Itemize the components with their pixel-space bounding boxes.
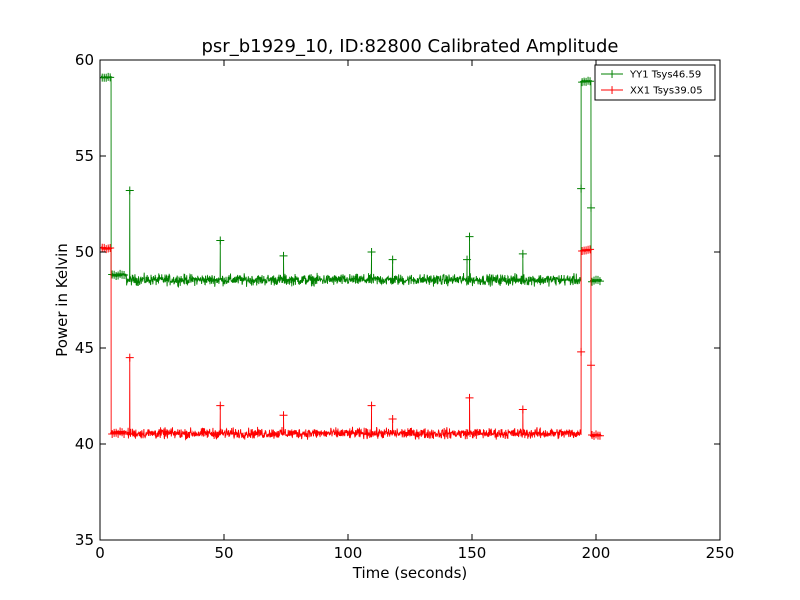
legend-marker-xx1: + — [607, 83, 617, 97]
series-layer — [100, 72, 604, 441]
y-tick-label: 40 — [75, 435, 94, 453]
spike-marker — [125, 353, 134, 362]
data-point-marker — [106, 243, 115, 252]
x-tick-label: 200 — [582, 544, 611, 562]
x-tick-label: 0 — [95, 544, 105, 562]
y-tick-label: 50 — [75, 243, 94, 261]
x-tick-label: 250 — [706, 544, 735, 562]
data-point-marker — [584, 76, 593, 85]
data-point-marker — [595, 277, 604, 286]
spike-marker — [587, 361, 596, 370]
y-axis: 35 40 45 50 55 60 — [75, 51, 720, 549]
y-tick-label: 60 — [75, 51, 94, 69]
spike-marker — [518, 405, 527, 414]
data-point-marker — [116, 269, 125, 278]
x-tick-label: 50 — [214, 544, 233, 562]
data-point-marker — [593, 275, 602, 284]
data-point-marker — [104, 244, 113, 253]
data-point-marker — [102, 245, 111, 254]
data-point-marker — [582, 246, 591, 255]
chart-title: psr_b1929_10, ID:82800 Calibrated Amplit… — [202, 36, 619, 57]
spike-marker — [463, 255, 472, 264]
y-axis-label: Power in Kelvin — [53, 243, 71, 357]
spike-marker — [388, 255, 397, 264]
data-point-marker — [586, 77, 595, 86]
data-point-marker — [588, 430, 597, 439]
spike-marker — [577, 347, 586, 356]
spike-marker — [216, 401, 225, 410]
data-point-marker — [120, 429, 129, 438]
data-point-marker — [588, 277, 597, 286]
spike-marker — [279, 251, 288, 260]
spike-marker — [518, 249, 527, 258]
legend-label-xx1: XX1 Tsys39.05 — [630, 86, 703, 97]
spike-marker — [388, 415, 397, 424]
x-tick-label: 150 — [458, 544, 487, 562]
legend-marker-yy1: + — [607, 67, 617, 81]
spike-marker — [587, 203, 596, 212]
series-line-1 — [100, 245, 602, 441]
spike-marker — [216, 236, 225, 245]
spike-marker — [367, 248, 376, 256]
y-tick-label: 35 — [75, 531, 94, 549]
data-point-marker — [582, 77, 591, 86]
spike-marker — [465, 393, 474, 402]
legend-box — [594, 64, 716, 101]
x-axis-label: Time (seconds) — [352, 564, 468, 582]
x-axis: 0 50 100 150 200 250 — [95, 60, 734, 562]
data-point-marker — [120, 271, 129, 280]
data-point-marker — [118, 428, 127, 437]
series-markers-1 — [100, 243, 604, 440]
legend-label-yy1: YY1 Tsys46.59 — [629, 70, 701, 81]
spike-marker — [465, 232, 474, 241]
series-line-0 — [100, 75, 602, 288]
series-markers-0 — [100, 72, 604, 286]
plot-area-frame — [99, 59, 721, 541]
y-tick-label: 45 — [75, 339, 94, 357]
spike-marker — [125, 186, 134, 195]
legend: + YY1 Tsys46.59 + XX1 Tsys39.05 — [594, 64, 716, 101]
data-point-marker — [106, 73, 115, 82]
x-tick-label: 100 — [334, 544, 363, 562]
data-point-marker — [595, 431, 604, 440]
data-point-marker — [586, 245, 595, 254]
spike-marker — [577, 184, 586, 193]
data-point-marker — [592, 430, 600, 439]
spike-marker — [367, 401, 376, 410]
spike-marker — [279, 411, 288, 420]
y-tick-label: 55 — [75, 147, 94, 165]
